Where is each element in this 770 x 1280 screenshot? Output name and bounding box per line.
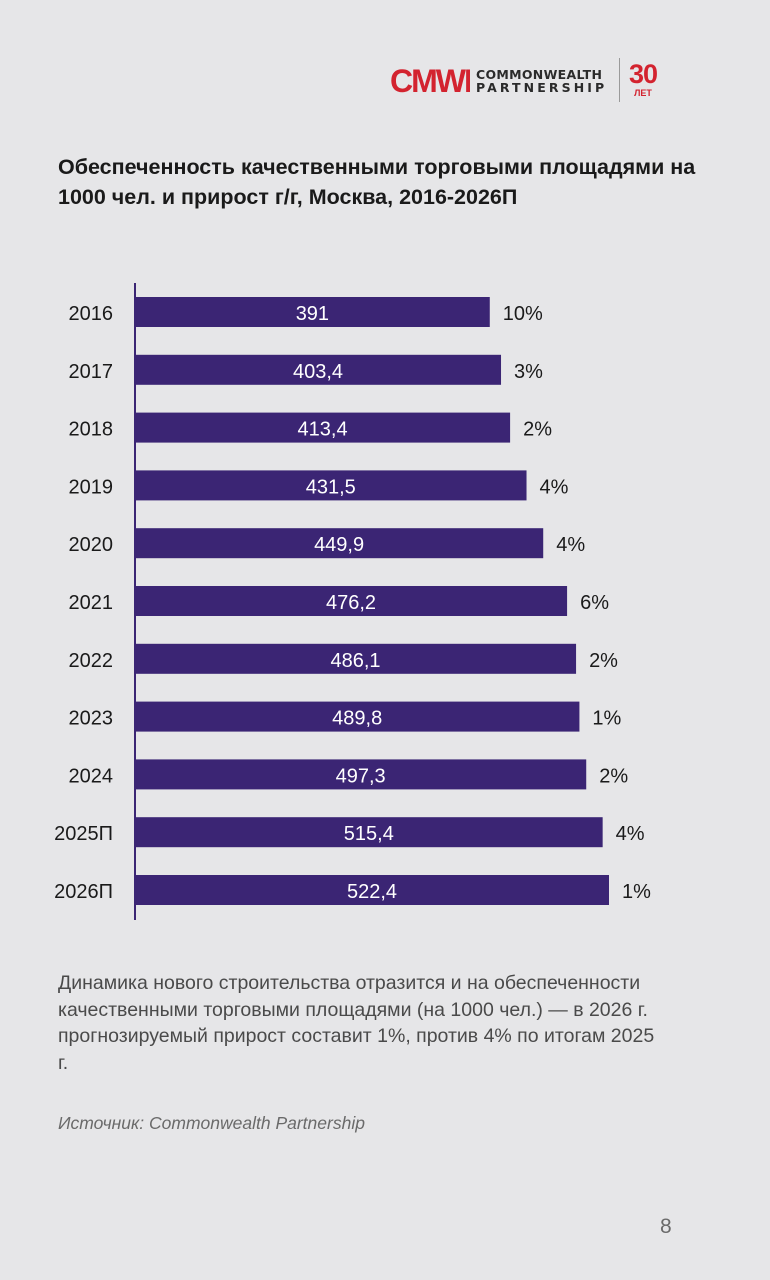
anniversary-number: 30 (629, 59, 658, 89)
growth-label: 4% (540, 476, 569, 498)
bar (135, 470, 527, 501)
bar-value-label: 431,5 (306, 476, 356, 498)
bar-value-label: 391 (296, 303, 329, 325)
y-tick-label: 2021 (69, 592, 114, 614)
bar-value-label: 413,4 (298, 419, 348, 441)
growth-label: 2% (589, 650, 618, 672)
y-tick-label: 2022 (69, 650, 114, 672)
y-tick-label: 2019 (69, 476, 114, 498)
bar (135, 412, 511, 443)
anniversary-badge: 30 ЛЕТ (629, 59, 658, 98)
brand-line-2: PARTNERSHIP (476, 80, 608, 95)
growth-label: 1% (592, 708, 621, 730)
growth-label: 2% (523, 419, 552, 441)
logo-divider (619, 58, 620, 102)
bar (135, 528, 544, 559)
bar (135, 875, 609, 905)
growth-label: 2% (599, 765, 628, 787)
bar (135, 759, 587, 790)
svg-text:CMWP: CMWP (390, 63, 470, 99)
bar (135, 297, 490, 327)
bar-value-label: 497,3 (336, 765, 386, 787)
bar-value-label: 522,4 (347, 881, 397, 903)
cmwp-logo-icon: CMWP (390, 63, 470, 99)
growth-label: 10% (503, 303, 543, 325)
y-tick-label: 2017 (69, 361, 114, 383)
growth-label: 3% (514, 361, 543, 383)
bar (135, 701, 580, 732)
bar-value-label: 449,9 (314, 534, 364, 556)
bar-value-label: 515,4 (344, 823, 394, 845)
company-logo: CMWP COMMONWEALTH PARTNERSHIP 30 ЛЕТ (390, 58, 670, 103)
y-tick-label: 2025П (54, 823, 113, 845)
y-tick-label: 2026П (54, 881, 113, 903)
chart-description: Динамика нового строительства отразится … (58, 972, 655, 1074)
chart-title: Обеспеченность качественными торговыми п… (58, 155, 696, 209)
y-tick-label: 2023 (69, 708, 114, 730)
bar (135, 643, 577, 674)
source-note: Источник: Commonwealth Partnership (58, 1113, 365, 1133)
y-tick-label: 2020 (69, 534, 114, 556)
bar-value-label: 476,2 (326, 592, 376, 614)
bar (135, 817, 603, 848)
bar-chart: 2016 391 10% 2017 403,4 3% 2018 413,4 2% 2019 431,… (54, 283, 651, 920)
growth-label: 4% (556, 534, 585, 556)
bar-value-label: 486,1 (331, 650, 381, 672)
page-number: 8 (660, 1215, 672, 1238)
growth-label: 1% (622, 881, 651, 903)
growth-label: 4% (616, 823, 645, 845)
growth-label: 6% (580, 592, 609, 614)
bar (135, 354, 502, 385)
bar-value-label: 403,4 (293, 361, 343, 383)
bar (135, 586, 568, 616)
brand-line-1: COMMONWEALTH (476, 67, 603, 82)
brand-name: COMMONWEALTH PARTNERSHIP (476, 68, 607, 94)
y-tick-label: 2024 (69, 765, 114, 787)
y-tick-label: 2018 (69, 419, 114, 441)
anniversary-label: ЛЕТ (634, 88, 652, 98)
bar-value-label: 489,8 (332, 708, 382, 730)
y-tick-label: 2016 (69, 303, 114, 325)
